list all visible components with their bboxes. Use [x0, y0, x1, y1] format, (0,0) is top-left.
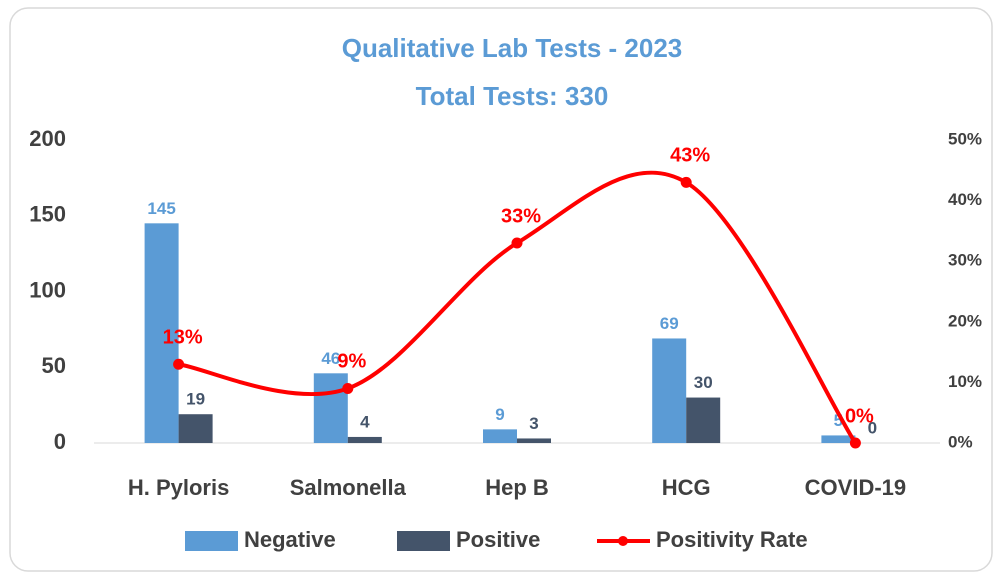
y2-tick-label: 50%: [948, 129, 982, 148]
line-label: 9%: [337, 351, 366, 373]
line-marker: [680, 176, 692, 188]
bar-label: 3: [529, 414, 538, 433]
y-tick-label: 50: [42, 353, 66, 378]
bar: [821, 435, 856, 443]
line-label: 13%: [163, 327, 203, 349]
bar-label: 4: [360, 412, 370, 431]
line: [178, 170, 858, 445]
x-tick-label: H. Pyloris: [128, 475, 229, 500]
legend-label: Negative: [244, 527, 336, 552]
bar: [652, 338, 687, 443]
bar: [313, 373, 348, 443]
bar: [517, 438, 551, 443]
y2-tick-label: 10%: [948, 372, 982, 391]
line-label: 33%: [501, 205, 541, 227]
bar: [483, 429, 517, 443]
legend-label: Positive: [456, 527, 540, 552]
bar-label: 9: [495, 405, 504, 424]
legend-marker: [618, 536, 628, 546]
chart-frame: [9, 7, 993, 572]
bar-label: 69: [660, 314, 679, 333]
bar: [144, 223, 179, 443]
line-label: 0%: [845, 405, 874, 427]
line-marker: [173, 358, 185, 370]
line-label: 43%: [670, 145, 710, 167]
legend-swatch: [185, 531, 238, 551]
x-tick-label: HCG: [662, 475, 711, 500]
y2-tick-label: 0%: [948, 432, 973, 451]
line-marker: [511, 237, 523, 249]
y2-tick-label: 20%: [948, 311, 982, 330]
x-tick-label: COVID-19: [805, 475, 906, 500]
y2-tick-label: 30%: [948, 251, 982, 270]
bar-label: 30: [694, 373, 713, 392]
x-tick-label: Salmonella: [290, 475, 407, 500]
chart-subtitle: Total Tests: 330: [416, 81, 609, 111]
chart-title: Qualitative Lab Tests - 2023: [342, 33, 683, 63]
bar: [178, 414, 213, 443]
x-tick-label: Hep B: [485, 475, 549, 500]
bar: [347, 436, 382, 443]
legend-swatch: [397, 531, 450, 551]
bar: [686, 397, 721, 443]
legend-label: Positivity Rate: [656, 527, 808, 552]
y-tick-label: 150: [29, 202, 66, 227]
y-tick-label: 100: [29, 277, 66, 302]
bar-label: 19: [186, 390, 205, 409]
line-marker: [342, 382, 354, 394]
bar-label: 5: [834, 411, 843, 430]
bar-label: 0: [868, 418, 877, 437]
y-tick-label: 200: [29, 126, 66, 151]
y2-tick-label: 40%: [948, 190, 982, 209]
bar-label: 46: [321, 349, 340, 368]
bar-label: 145: [147, 199, 175, 218]
line-marker: [849, 437, 861, 449]
y-tick-label: 0: [54, 429, 66, 454]
